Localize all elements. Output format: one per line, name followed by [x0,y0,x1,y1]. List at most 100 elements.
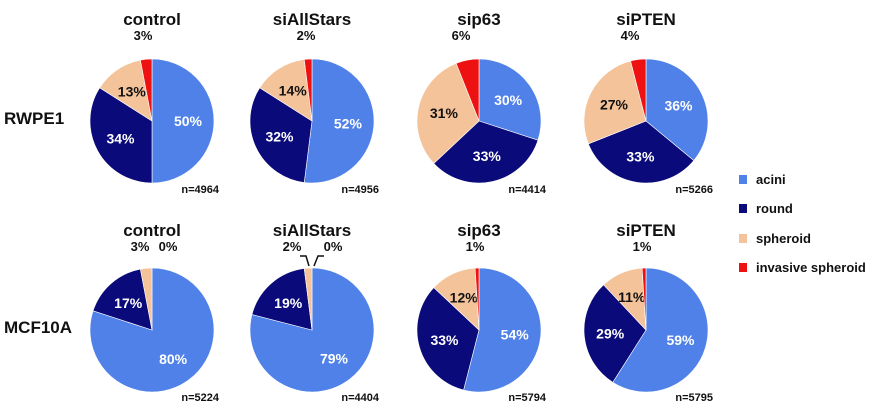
sample-size-label: n=4414 [508,184,546,196]
legend-swatch [739,204,747,213]
legend-swatch [739,175,747,184]
slice-invasive-spheroid [140,58,153,122]
condition-titles: control siAllStars sip63 siPTEN control … [123,10,676,240]
cell-line-labels: RWPE1 MCF10A [4,109,72,337]
legend-item-round: round [739,201,793,216]
legend-label: invasive spheroid [756,260,866,275]
slice-round [416,287,480,391]
slice-label-invasive-spheroid: 2% [297,28,316,43]
condition-title: control [123,10,181,29]
slice-label-round: 33% [473,148,502,164]
slice-label-acini: 30% [494,92,523,108]
condition-title: control [123,221,181,240]
condition-title: siAllStars [273,221,351,240]
legend-item-spheroid: spheroid [739,231,811,246]
slice-label-spheroid: 31% [430,105,459,121]
slice-label-round: 32% [265,128,294,144]
slice-label-invasive-spheroid: 1% [466,239,485,254]
slice-label-round: 17% [114,295,143,311]
condition-title: siPTEN [616,221,676,240]
condition-title: sip63 [457,10,500,29]
legend-item-acini: acini [739,172,786,187]
pie-rwpe1-sipten: 36% 33% 27% 4% n=5266 [583,28,713,196]
slice-label-round: 33% [430,332,459,348]
slice-spheroid [259,59,313,122]
slice-label-acini: 36% [664,98,693,114]
slice-label-spheroid: 12% [450,290,479,306]
slice-label-invasive-spheroid: 3% [134,28,153,43]
slice-label-round: 29% [596,325,625,341]
cell-line-label: RWPE1 [4,109,64,128]
slice-label-spheroid: 13% [118,83,147,99]
sample-size-label: n=4404 [341,392,379,403]
slice-spheroid [583,60,647,145]
slice-label-invasive-spheroid: 4% [621,28,640,43]
slice-label-invasive-spheroid: 0% [324,239,343,254]
slice-label-acini: 80% [159,351,188,367]
pie-mcf10a-siallstars: 79% 19% 2% 0% n=4404 [249,239,380,403]
slice-spheroid [303,267,313,331]
sample-size-label: n=5266 [675,184,713,196]
pie-rwpe1-sip63: 30% 33% 31% 6% n=4414 [416,28,547,196]
legend-item-invasive-spheroid: invasive spheroid [739,260,866,275]
slice-invasive-spheroid [630,58,647,122]
slice-acini [151,58,215,184]
slice-invasive-spheroid [474,267,480,331]
sample-size-label: n=5795 [675,392,713,403]
slice-acini [612,267,709,393]
slice-spheroid [140,267,153,331]
slice-label-acini: 54% [501,327,530,343]
slice-spheroid [416,62,480,164]
slice-label-spheroid: 14% [279,83,308,99]
pies: 50% 34% 13% 3% n=4964 52% 32% 14% 2% n=4956 30% 33%… [89,28,713,403]
cell-line-label: MCF10A [4,318,72,337]
slice-label-acini: 59% [666,332,695,348]
legend-label: acini [756,172,786,187]
slice-acini [645,58,709,161]
slice-label-round: 19% [274,295,303,311]
label-leader-line [300,255,324,267]
slice-label-invasive-spheroid: 1% [633,239,652,254]
slice-round [583,284,647,383]
slice-label-round: 33% [626,149,655,165]
condition-title: siAllStars [273,10,351,29]
pie-mcf10a-sip63: 54% 33% 12% 1% n=5794 [416,239,547,403]
legend: acini round spheroid invasive spheroid [739,172,866,275]
sample-size-label: n=4956 [341,184,379,196]
slice-round [433,120,539,184]
slice-acini [478,58,542,141]
slice-label-spheroid: 11% [618,289,646,305]
slice-round [89,87,153,184]
sample-size-label: n=5794 [508,392,546,403]
pie-mcf10a-control: 80% 17% 3% 0% n=5224 [89,239,220,403]
legend-label: round [756,201,793,216]
legend-label: spheroid [756,231,811,246]
slice-acini [303,58,375,184]
sample-size-label: n=4964 [181,184,219,196]
slice-label-acini: 50% [174,113,203,129]
pie-mcf10a-sipten: 59% 29% 11% 1% n=5795 [583,239,713,403]
slice-round [92,268,153,331]
slice-invasive-spheroid [303,58,313,122]
slice-label-round: 34% [106,130,135,146]
slice-acini [463,267,542,393]
slice-round [587,120,695,184]
slice-invasive-spheroid [641,267,647,331]
pie-rwpe1-siallstars: 52% 32% 14% 2% n=4956 [249,28,379,196]
slice-label-invasive-spheroid: 0% [159,239,178,254]
slice-invasive-spheroid [455,58,480,122]
slice-round [251,268,313,331]
pie-rwpe1-control: 50% 34% 13% 3% n=4964 [89,28,220,196]
slice-label-spheroid: 3% [131,239,150,254]
slice-label-spheroid: 27% [600,97,629,113]
slice-label-acini: 52% [334,115,363,131]
condition-title: sip63 [457,221,500,240]
sample-size-label: n=5224 [181,392,219,403]
legend-swatch [739,263,747,272]
slice-label-acini: 79% [320,350,349,366]
legend-swatch [739,234,747,243]
slice-label-spheroid: 2% [283,239,302,254]
slice-label-invasive-spheroid: 6% [452,28,471,43]
condition-title: siPTEN [616,10,676,29]
